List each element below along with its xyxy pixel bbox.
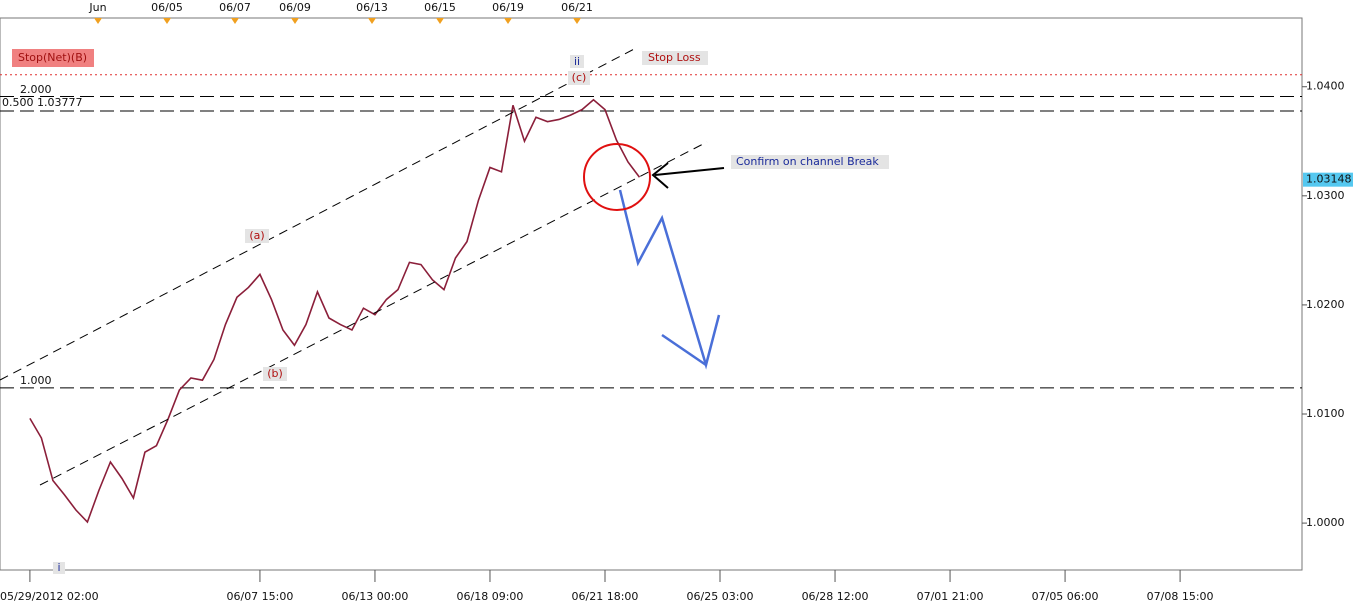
wave-a-label: (a) [249,229,264,242]
stop-net-box [12,49,94,67]
stop-loss-label: Stop Loss [648,51,701,64]
top-label: 06/05 [151,1,183,14]
price-line [29,98,641,524]
stop-net-label: Stop(Net)(B) [18,51,87,64]
top-label: 06/09 [279,1,311,14]
y-tick-label: 1.0000 [1306,516,1345,529]
x-tick-label: 06/28 12:00 [802,590,869,603]
event-marker [94,18,102,24]
projection-arrowhead [661,333,707,367]
pointer-arrow [654,167,725,176]
level-label: 2.000 [20,83,52,96]
x-tick-label: 06/25 03:00 [687,590,754,603]
projection-path [618,189,721,370]
event-marker [163,18,171,24]
confirm-label: Confirm on channel Break [736,155,879,168]
top-label: 06/19 [492,1,524,14]
y-tick-label: 1.0100 [1306,407,1345,420]
y-tick-label: 1.0200 [1306,298,1345,311]
stop-loss-box [642,51,708,65]
x-tick-label: 05/29/2012 02:00 [0,590,99,603]
wave-a-box [245,229,269,243]
x-tick-label: 06/07 15:00 [226,590,293,603]
wave-b-box [263,367,287,381]
top-label: 06/07 [219,1,251,14]
event-marker [368,18,376,24]
x-tick-label: 06/18 09:00 [457,590,524,603]
plot-frame [0,17,1303,571]
y-tick-label: 1.0400 [1306,80,1345,93]
top-label: 06/13 [356,1,388,14]
wave-i-box [53,562,65,574]
marks [0,74,1302,524]
event-marker [291,18,299,24]
top-label: 06/21 [561,1,593,14]
x-tick-label: 06/13 00:00 [342,590,409,603]
event-marker [504,18,512,24]
wave-b-label: (b) [267,367,283,380]
wave-ii-label: ii [574,55,580,68]
wave-c-box [568,71,590,85]
top-label: 06/15 [424,1,456,14]
pointer-arrowhead [651,162,669,189]
x-tick-label: 07/01 21:00 [917,590,984,603]
y-tick-label: 1.0300 [1306,189,1345,202]
x-tick-label: 07/05 06:00 [1032,590,1099,603]
channel-lower [39,141,708,486]
event-marker [436,18,444,24]
event-marker [231,18,239,24]
confirm-box [731,155,889,169]
level-label: 1.000 [20,374,52,387]
wave-i-label: i [57,561,60,574]
wave-c-label: (c) [572,71,587,84]
last-price-label: 1.03148 [1306,173,1352,186]
x-tick-label: 06/21 18:00 [572,590,639,603]
break-circle [583,143,651,211]
x-tick-label: 07/08 15:00 [1147,590,1214,603]
last-price-box [1303,172,1353,187]
wave-ii-box [570,55,584,68]
level-label: 0.500 1.03777 [2,96,82,109]
top-label: Jun [88,1,106,14]
event-marker [573,18,581,24]
